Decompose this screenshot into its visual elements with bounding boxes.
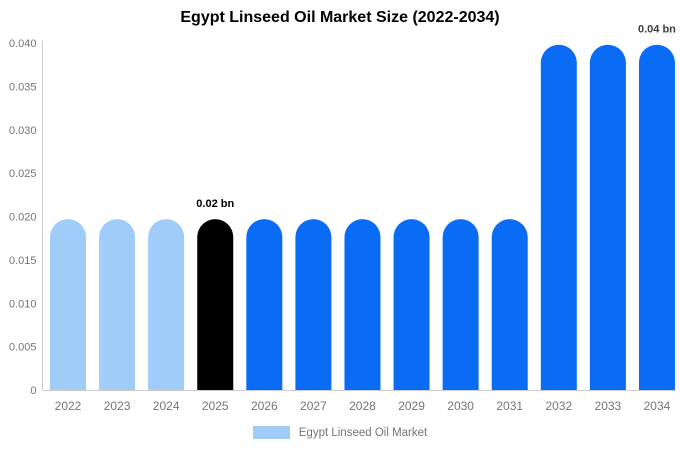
bar-2030[interactable]: [442, 219, 479, 390]
y-axis-tick-label: 0.020: [9, 212, 37, 224]
x-axis-label-2023: 2023: [104, 399, 131, 413]
y-axis-tick-label: 0.010: [9, 298, 37, 310]
x-axis-label-2027: 2027: [300, 399, 327, 413]
value-annotation-2025: 0.02 bn: [196, 198, 234, 210]
y-axis-tick-label: 0.030: [9, 125, 37, 137]
x-axis-label-2034: 2034: [644, 399, 671, 413]
x-axis-label-2030: 2030: [447, 399, 474, 413]
bar-2022[interactable]: [50, 219, 86, 390]
bar-2028[interactable]: [344, 219, 381, 390]
bar-2031[interactable]: [491, 219, 528, 390]
x-axis-label-2029: 2029: [398, 399, 425, 413]
y-axis-tick-label: 0: [30, 385, 36, 397]
y-axis-tick-label: 0.005: [9, 342, 37, 354]
y-axis-tick-label: 0.015: [9, 255, 37, 267]
y-axis-tick-label: 0.025: [9, 168, 37, 180]
y-axis-tick-label: 0.040: [9, 38, 37, 50]
x-axis-label-2026: 2026: [251, 399, 278, 413]
legend-label: Egypt Linseed Oil Market: [298, 426, 428, 439]
bar-2033[interactable]: [589, 44, 626, 391]
bar-2024[interactable]: [148, 219, 185, 390]
x-axis-label-2022: 2022: [55, 399, 82, 413]
bar-2034[interactable]: [638, 44, 675, 391]
x-axis-label-2033: 2033: [595, 399, 622, 413]
x-axis-label-2031: 2031: [496, 399, 523, 413]
y-axis-tick-label: 0.035: [9, 81, 37, 93]
chart-title: Egypt Linseed Oil Market Size (2022-2034…: [180, 9, 500, 26]
bar-2027[interactable]: [295, 219, 332, 390]
x-axis-label-2032: 2032: [545, 399, 572, 413]
bar-2029[interactable]: [393, 219, 430, 390]
chart-svg: 0 0.005 0.010 0.015 0.020 0.025 0.030 0.035 0.04…: [9, 24, 676, 413]
bar-2032[interactable]: [540, 44, 577, 391]
bar-2026[interactable]: [246, 219, 283, 390]
bar-2025[interactable]: [197, 219, 234, 390]
bar-2023[interactable]: [99, 219, 136, 390]
value-annotation-2034: 0.04 bn: [638, 24, 676, 36]
x-axis-label-2025: 2025: [202, 399, 229, 413]
legend-swatch[interactable]: [252, 426, 290, 439]
legend[interactable]: Egypt Linseed Oil Market: [0, 426, 680, 439]
x-axis-label-2024: 2024: [153, 399, 180, 413]
x-axis-label-2028: 2028: [349, 399, 376, 413]
